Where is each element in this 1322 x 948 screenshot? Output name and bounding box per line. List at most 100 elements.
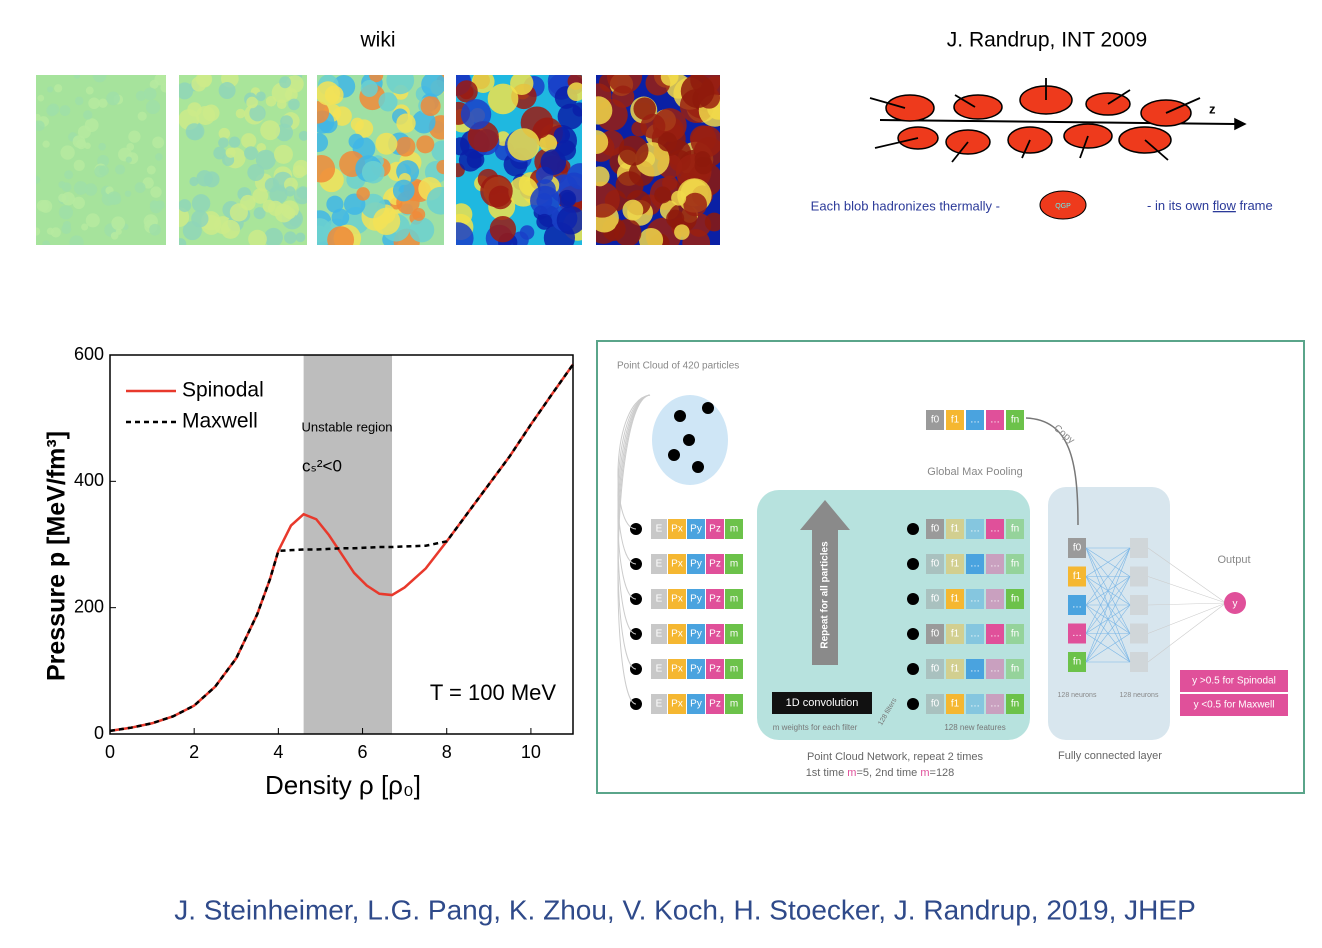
cell xyxy=(986,554,1004,574)
cell xyxy=(1006,694,1024,714)
pattern-blob xyxy=(143,87,157,101)
pattern-blob xyxy=(146,165,156,175)
output-label: Output xyxy=(1217,554,1250,566)
cell xyxy=(1006,659,1024,679)
pattern-blob xyxy=(88,97,100,110)
cell xyxy=(926,519,944,539)
copy-arrow xyxy=(1025,417,1079,526)
z-label: z xyxy=(1209,101,1216,116)
pattern-blob xyxy=(145,99,161,115)
pattern-blob xyxy=(218,82,236,100)
x-tick-label: 0 xyxy=(105,742,115,762)
cell xyxy=(1006,554,1024,574)
pattern-blob xyxy=(507,128,540,161)
cell-label: … xyxy=(970,629,980,640)
cell xyxy=(1068,538,1086,558)
cell-label: Pz xyxy=(709,594,721,605)
pattern-blob xyxy=(657,132,678,152)
cell xyxy=(986,694,1004,714)
row-dot xyxy=(907,558,919,570)
cell xyxy=(725,554,743,574)
row-dot xyxy=(907,523,919,535)
pattern-blob xyxy=(356,187,370,201)
pattern-blob xyxy=(416,135,435,154)
pattern-blob xyxy=(74,96,84,106)
pattern-blob xyxy=(37,94,45,102)
pattern-blob xyxy=(137,111,147,121)
annotation: cₛ²<0 xyxy=(302,456,342,475)
cell xyxy=(946,659,964,679)
cell-label: f1 xyxy=(951,699,960,710)
cell xyxy=(986,659,1004,679)
output-box xyxy=(1180,670,1288,692)
fc-edge xyxy=(1085,547,1131,663)
pattern-blob xyxy=(596,166,610,187)
conv-block xyxy=(772,692,872,714)
cell xyxy=(1006,519,1024,539)
pattern-blob xyxy=(284,186,296,197)
pattern-blob xyxy=(124,190,132,197)
pattern-blob xyxy=(125,156,132,163)
pattern-blob xyxy=(360,79,378,98)
pattern-blob xyxy=(235,108,246,119)
cell xyxy=(966,554,984,574)
cell xyxy=(1068,623,1086,644)
cell-label: m xyxy=(730,594,738,605)
output-node xyxy=(1224,592,1246,614)
cloud-link xyxy=(617,394,651,565)
pattern-blob xyxy=(671,190,687,206)
pcn-sub-part: m xyxy=(920,767,929,779)
cell xyxy=(687,554,705,574)
pattern-blob xyxy=(59,105,71,116)
y-axis-label: Pressure p [MeV/fm³] xyxy=(43,431,71,681)
pattern-blob xyxy=(50,227,61,238)
pattern-blob xyxy=(596,96,613,125)
cell-label: m xyxy=(730,559,738,570)
caption-pre: - in its own xyxy=(1147,198,1209,213)
series-line xyxy=(109,363,575,733)
pattern-blob xyxy=(85,213,100,228)
cell-label: Pz xyxy=(709,559,721,570)
pattern-blob xyxy=(456,222,474,245)
cell-label: Px xyxy=(671,664,683,675)
pattern-blob xyxy=(106,91,120,106)
pattern-image xyxy=(456,75,582,245)
pattern-blob xyxy=(456,137,470,156)
cell xyxy=(651,519,667,539)
pattern-blob xyxy=(252,188,269,204)
net-title: Point Cloud of 420 particles xyxy=(617,361,739,372)
row-dot xyxy=(907,698,919,710)
pcn-sub-part: =128 xyxy=(930,767,955,779)
cell-label: fn xyxy=(1011,594,1019,605)
cell-label: E xyxy=(656,664,663,675)
pattern-blob xyxy=(421,75,444,97)
legend-label: Spinodal xyxy=(182,379,264,402)
cell xyxy=(687,659,705,679)
pattern-blob xyxy=(94,165,107,178)
pattern-blob xyxy=(61,182,72,192)
pattern-blob xyxy=(85,86,94,95)
network-diagram: Point Cloud of 420 particles Repeat for a… xyxy=(617,361,1288,779)
pattern-blob xyxy=(327,226,355,245)
pattern-blob xyxy=(253,207,266,220)
cell xyxy=(706,589,724,609)
fc-edge xyxy=(1085,633,1131,663)
copy-label: Copy xyxy=(1051,423,1076,446)
cell xyxy=(725,624,743,644)
cell xyxy=(986,624,1004,644)
particle xyxy=(674,410,686,422)
pattern-blob xyxy=(135,90,147,102)
cell-label: m xyxy=(730,629,738,640)
cell-label: Px xyxy=(671,559,683,570)
cell xyxy=(651,624,667,644)
row-dot xyxy=(907,628,919,640)
cell xyxy=(1006,410,1024,430)
cell xyxy=(986,519,1004,539)
cell xyxy=(1068,566,1086,587)
pattern-blob xyxy=(149,223,161,236)
pattern-blob xyxy=(42,240,51,245)
cell-label: Px xyxy=(671,594,683,605)
out-edge xyxy=(1147,602,1227,663)
pattern-blob xyxy=(317,154,336,183)
